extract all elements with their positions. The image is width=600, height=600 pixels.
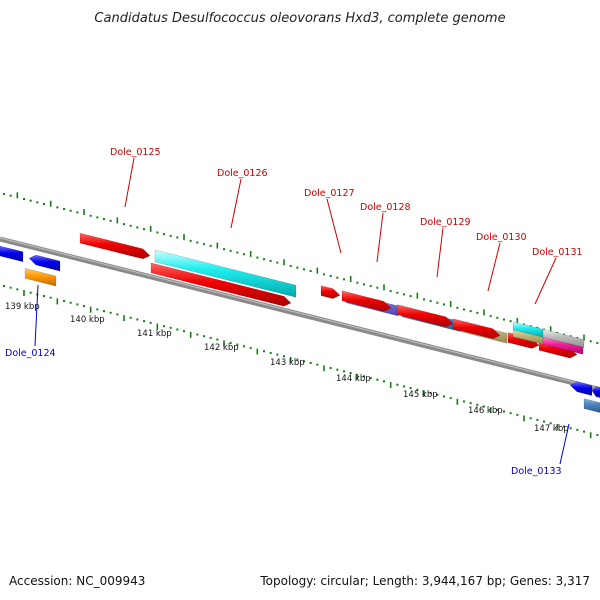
leader-dole-0131 xyxy=(534,257,557,305)
gene-label-dole-0131[interactable]: Dole_0131 xyxy=(532,247,583,258)
leader-dole-0133 xyxy=(559,423,570,465)
gene-arrow-red-143 xyxy=(320,285,341,299)
scale-label-147: 147 kbp xyxy=(534,424,569,434)
leader-dole-0130 xyxy=(487,242,501,292)
gene-arrow-dole-0133 xyxy=(583,398,600,413)
inner-tick-track xyxy=(3,285,599,439)
leader-dole-0129 xyxy=(436,227,444,278)
scale-label-139: 139 kbp xyxy=(5,302,40,312)
scale-label-141: 141 kbp xyxy=(137,329,172,339)
outer-tick-track xyxy=(3,192,599,344)
scale-label-145: 145 kbp xyxy=(403,390,438,400)
gene-arrow-pink-146 xyxy=(542,336,584,355)
scale-label-146: 146 kbp xyxy=(468,406,503,416)
gene-label-dole-0130[interactable]: Dole_0130 xyxy=(476,232,527,243)
gene-arrow-blue-147a xyxy=(569,381,593,396)
gene-label-dole-0127[interactable]: Dole_0127 xyxy=(304,188,355,199)
scale-label-140: 140 kbp xyxy=(70,315,105,325)
genome-summary-text: Topology: circular; Length: 3,944,167 bp… xyxy=(259,574,590,588)
gene-label-dole-0124[interactable]: Dole_0124 xyxy=(5,348,56,359)
scale-label-142: 142 kbp xyxy=(204,343,239,353)
gene-label-dole-0133[interactable]: Dole_0133 xyxy=(511,466,562,477)
gene-arrow-dole-0126 xyxy=(154,249,297,298)
gene-arrow-dole-0125 xyxy=(79,232,151,260)
scale-label-144: 144 kbp xyxy=(336,374,371,384)
gene-arrow-dole-0131b xyxy=(542,328,585,348)
gene-arrow-blue-147b xyxy=(591,386,600,398)
gene-arrow-orange-139 xyxy=(24,267,57,287)
gene-arrow-dole-0124 xyxy=(28,254,61,272)
leader-dole-0125 xyxy=(124,157,135,208)
accession-text: Accession: NC_009943 xyxy=(9,574,145,588)
leader-dole-0124 xyxy=(34,284,39,347)
gene-arrow-red-145 xyxy=(452,318,501,339)
gene-label-dole-0125[interactable]: Dole_0125 xyxy=(110,147,161,158)
genome-title: Candidatus Desulfococcus oleovorans Hxd3… xyxy=(94,11,505,26)
leader-dole-0127 xyxy=(326,198,342,254)
leader-dole-0126 xyxy=(230,178,242,229)
gene-arrow-red-144a xyxy=(341,290,392,312)
genome-backbone xyxy=(0,236,600,393)
gene-arrow-blue-138 xyxy=(0,245,24,263)
gene-label-dole-0129[interactable]: Dole_0129 xyxy=(420,217,471,228)
gene-label-dole-0128[interactable]: Dole_0128 xyxy=(360,202,411,213)
gene-label-dole-0126[interactable]: Dole_0126 xyxy=(217,168,268,179)
backbone-highlight xyxy=(0,237,600,390)
gene-label-leaders xyxy=(34,157,570,465)
gene-features xyxy=(0,232,600,413)
scale-label-143: 143 kbp xyxy=(270,358,305,368)
gene-arrow-red-144b xyxy=(396,304,454,328)
gene-arrow-red-141 xyxy=(150,262,292,307)
backbone-line xyxy=(0,236,600,393)
leader-dole-0128 xyxy=(376,212,384,263)
